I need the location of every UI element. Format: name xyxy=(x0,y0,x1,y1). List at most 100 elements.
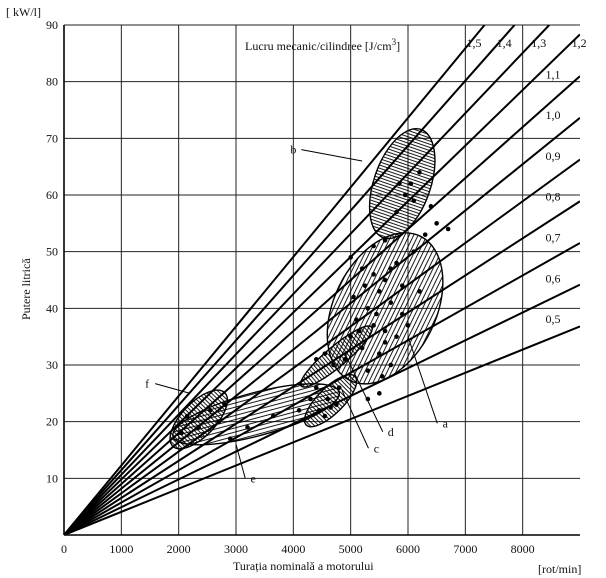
data-point xyxy=(245,425,250,430)
iso-line-1,0 xyxy=(64,117,580,535)
region-a-label: a xyxy=(443,416,449,430)
x-unit-label: [rot/min] xyxy=(538,562,581,576)
data-point xyxy=(322,351,328,356)
y-tick-label: 80 xyxy=(46,75,58,89)
iso-line-label: 0,5 xyxy=(546,312,561,326)
iso-line-1,3 xyxy=(64,25,550,535)
data-point xyxy=(377,391,382,396)
data-point xyxy=(356,328,362,334)
data-point xyxy=(359,345,365,351)
data-point xyxy=(382,238,388,243)
data-point xyxy=(399,311,405,317)
iso-line-label: 1,1 xyxy=(546,67,561,81)
data-point xyxy=(308,396,313,402)
x-tick-label: 7000 xyxy=(453,542,477,556)
iso-line-1,5 xyxy=(64,25,486,535)
iso-line-label: 1,2 xyxy=(572,36,587,50)
data-point xyxy=(270,413,276,419)
data-point xyxy=(417,289,422,294)
y-axis-title: Putere litrică xyxy=(19,258,33,320)
region-d-leader xyxy=(344,353,384,433)
iso-line-label: 1,0 xyxy=(546,108,561,122)
data-point xyxy=(377,289,382,294)
labels: 0 1000 2000 3000 4000 5000 6000 7000 8000 10 20 30 4… xyxy=(46,18,587,556)
data-point xyxy=(382,340,388,345)
iso-line-0,7 xyxy=(64,242,580,535)
region-e-leader xyxy=(235,444,246,479)
data-point xyxy=(411,198,417,203)
x-tick-label: 6000 xyxy=(396,542,420,556)
y-tick-label: 10 xyxy=(46,471,58,485)
data-point xyxy=(445,226,451,232)
data-point xyxy=(371,272,376,277)
data-point xyxy=(207,408,213,413)
data-point xyxy=(365,306,371,311)
data-point xyxy=(351,294,356,300)
data-point xyxy=(316,408,322,413)
iso-line-label: 0,7 xyxy=(546,230,561,244)
region-a-leader xyxy=(407,336,438,424)
iso-line-1,4 xyxy=(64,25,516,535)
data-point xyxy=(354,317,359,322)
data-point xyxy=(374,311,379,317)
data-point xyxy=(388,300,394,305)
data-point xyxy=(334,402,339,407)
y-unit-label: [ kW/l] xyxy=(6,5,41,19)
x-tick-label: 8000 xyxy=(511,542,535,556)
data-point xyxy=(371,243,376,249)
data-point xyxy=(399,283,405,288)
data-point xyxy=(428,204,434,209)
region-c-leader xyxy=(341,390,369,449)
y-tick-label: 90 xyxy=(46,18,58,32)
data-point xyxy=(394,209,399,215)
region-b xyxy=(368,127,436,240)
iso-line-label: 0,9 xyxy=(546,149,561,163)
region-b-leader xyxy=(301,149,363,162)
data-point xyxy=(313,385,319,390)
data-point xyxy=(365,368,371,373)
data-point xyxy=(216,419,222,424)
region-f-label: f xyxy=(145,377,149,391)
region-e-label: e xyxy=(251,471,256,485)
data-point xyxy=(322,413,328,419)
x-tick-label: 1000 xyxy=(109,542,133,556)
data-point xyxy=(388,362,394,368)
data-point xyxy=(336,385,342,390)
region-d-label: d xyxy=(388,425,394,439)
data-point xyxy=(402,192,408,198)
y-tick-label: 20 xyxy=(46,415,58,429)
data-point xyxy=(222,402,227,407)
region-b-label: b xyxy=(290,143,296,157)
data-point xyxy=(313,357,319,362)
data-point xyxy=(434,221,439,226)
data-point xyxy=(408,181,414,186)
iso-line-0,5 xyxy=(64,325,580,535)
data-point xyxy=(397,181,402,186)
iso-line-label: 1,5 xyxy=(467,36,482,50)
y-tick-label: 40 xyxy=(46,301,58,315)
data-point xyxy=(405,323,411,328)
data-point xyxy=(184,413,190,419)
iso-line-1,2 xyxy=(64,33,580,535)
x-axis-title: Turația nominală a motorului xyxy=(233,559,374,573)
data-point xyxy=(328,405,333,410)
data-point xyxy=(394,334,399,339)
iso-work-lines xyxy=(64,25,580,535)
iso-line-0,9 xyxy=(64,158,580,535)
data-point xyxy=(325,396,331,402)
data-point xyxy=(371,323,376,328)
iso-line-0,6 xyxy=(64,283,580,535)
line-family-title-end: ] xyxy=(396,39,400,53)
data-points xyxy=(179,170,451,441)
x-tick-label: 5000 xyxy=(339,542,363,556)
data-point xyxy=(411,249,417,254)
data-point xyxy=(348,255,353,260)
iso-line-label: 0,6 xyxy=(546,271,561,285)
iso-line-label: 0,8 xyxy=(546,190,561,204)
data-point xyxy=(227,436,233,441)
iso-line-0,8 xyxy=(64,200,580,535)
iso-line-label: 1,3 xyxy=(531,36,546,50)
data-point xyxy=(342,357,348,362)
